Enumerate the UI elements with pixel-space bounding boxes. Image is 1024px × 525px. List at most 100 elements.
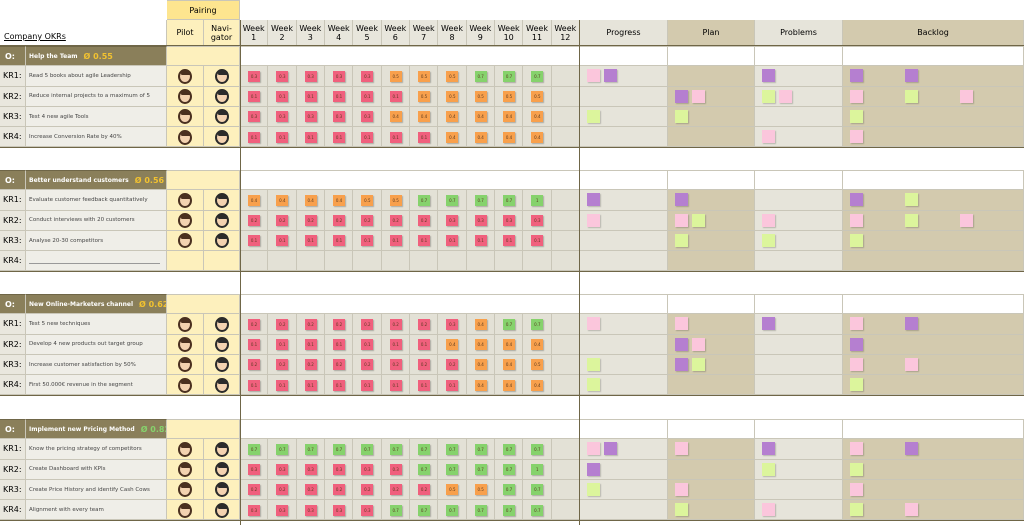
sticky-note [905,89,918,103]
objective-pairing [167,419,240,440]
week-score: 0.1 [304,235,317,247]
week-score: 0.5 [446,70,459,82]
week-cell [551,500,580,521]
board-cell [580,354,668,376]
week-word: Week [441,23,463,33]
sticky-note [960,89,973,103]
week-number: 3 [307,32,313,42]
week-score: 0.2 [276,215,289,227]
sticky-note [587,482,600,496]
board-cell [755,375,843,396]
week-number: 11 [531,32,543,42]
sticky-note [762,89,775,103]
avatar [178,377,192,393]
week-score: 0.3 [248,111,260,123]
sticky-note [850,69,863,83]
week-score: 0.2 [304,215,317,227]
avatar-hair [181,214,191,220]
week-word: Week [554,23,577,33]
week-score: 0.2 [276,484,289,496]
board-cell [843,354,1024,376]
week-score: 0.7 [418,464,430,476]
week-score: 0.1 [418,235,430,247]
week-score: 0.4 [446,339,459,351]
board-cell [755,210,843,231]
board-cell [755,459,843,480]
week-score: 0.7 [446,194,459,206]
week-cell [551,334,580,355]
board-cell [755,106,843,128]
week-cell [551,439,580,460]
avatar [215,129,229,145]
board-cell [580,459,668,480]
column-header: Plan [668,20,755,46]
objective-name: Better understand customers [29,176,129,184]
board-cell [843,334,1024,355]
board-cell [755,354,843,376]
kr-text: Increase Conversion Rate by 40% [26,127,167,148]
week-score: 0.3 [276,504,289,516]
sticky-note [762,442,775,456]
week-score: 0.3 [333,464,345,476]
avatar-hair [218,463,228,469]
avatar-hair [218,442,228,448]
week-number: 5 [364,32,370,42]
week-number: 8 [449,32,455,42]
week-word: Week [526,23,548,33]
week-cell [381,251,410,272]
week-score: 0.1 [248,379,260,391]
week-score: 0.4 [474,111,487,123]
week-score: 0.7 [503,484,515,496]
week-score: 0.7 [248,443,260,455]
week-score: 0.2 [333,484,345,496]
week-score: 0.7 [276,443,289,455]
objective-title: Implement new Pricing Method Ø 0.82 [26,419,167,440]
objective-board [755,170,843,191]
kr-text: Evaluate customer feedback quantitativel… [26,190,167,211]
week-score: 1 [531,464,544,476]
board-cell [668,86,755,107]
week-score: 0.1 [474,235,487,247]
objective-score: Ø 0.56 [134,175,165,185]
board-cell [580,500,668,521]
avatar [178,213,192,229]
sticky-note [905,213,918,227]
avatar [215,441,229,457]
week-score: 0.7 [333,443,345,455]
sticky-note [850,337,863,351]
avatar-hair [181,317,191,323]
week-score: 0.4 [503,339,515,351]
kr-text: Conduct interviews with 20 customers [26,210,167,231]
board-cell [580,106,668,128]
week-cell [551,459,580,480]
week-score: 0.7 [304,443,317,455]
week-header: Week 9 [466,20,495,46]
board-cell [580,210,668,231]
board-cell [668,334,755,355]
sticky-note [850,89,863,103]
kr-label: KR1: [0,439,26,460]
objective-title: Help the Team Ø 0.55 [26,46,167,67]
week-header: Week 7 [410,20,439,46]
board-cell [755,230,843,252]
objective-board [580,46,668,67]
week-score: 0.2 [389,318,402,330]
week-score: 0.5 [474,484,487,496]
objective-title: New Online-Marketers channel Ø 0.62 [26,294,167,315]
sticky-note [675,503,688,517]
week-score: 0.2 [248,318,260,330]
week-score: 0.7 [503,70,515,82]
week-cell [268,251,297,272]
week-cell [240,251,269,272]
week-cell [551,190,580,211]
week-score: 0.1 [304,339,317,351]
week-score: 0.3 [446,215,459,227]
week-score: 0.4 [446,111,459,123]
avatar-hair [218,110,228,116]
kr-text: Alignment with every team [26,500,167,521]
week-score: 0.7 [531,484,544,496]
week-score: 0.2 [304,318,317,330]
avatar-hair [218,214,228,220]
company-header: Company OKRs [0,20,167,46]
board-cell [668,354,755,376]
